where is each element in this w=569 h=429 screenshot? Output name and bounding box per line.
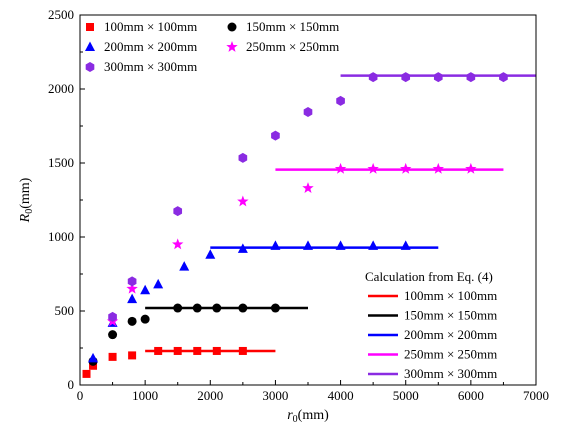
legend-calc-label-150mm-150mm: 150mm × 150mm (404, 308, 497, 323)
x-tick-label-2000: 2000 (197, 388, 223, 403)
legend-marker-300mm-300mm (85, 62, 95, 72)
legend-calc-title: Calculation from Eq. (4) (365, 269, 493, 284)
point-200mm-200mm-9 (303, 240, 313, 250)
point-250mm-250mm-8 (432, 162, 444, 174)
point-250mm-250mm-5 (334, 162, 347, 174)
y-tick-label-1500: 1500 (48, 155, 74, 170)
point-300mm-300mm-8 (401, 72, 411, 83)
point-200mm-200mm-8 (270, 240, 281, 250)
point-100mm-100mm-6 (193, 346, 202, 355)
x-tick-label-0: 0 (77, 388, 84, 403)
point-200mm-200mm-11 (368, 240, 379, 250)
legend-calc-label-250mm-250mm: 250mm × 250mm (404, 347, 497, 362)
point-250mm-250mm-9 (465, 162, 477, 174)
point-300mm-300mm-9 (433, 72, 443, 83)
point-100mm-100mm-5 (173, 346, 182, 355)
y-axis-title: R0(mm) (18, 177, 35, 223)
point-200mm-200mm-7 (237, 243, 248, 253)
point-200mm-200mm-5 (179, 261, 190, 271)
x-tick-label-5000: 5000 (393, 388, 419, 403)
legend-label-250mm-250mm: 250mm × 250mm (246, 39, 339, 54)
point-300mm-300mm-5 (303, 106, 313, 117)
point-100mm-100mm-8 (238, 346, 247, 355)
axes: 0 1000 2000 3000 4000 5000 6000 7000 0 500 1000 150… (48, 7, 549, 403)
y-tick-label-2500: 2500 (48, 7, 74, 22)
legend-calculation: Calculation from Eq. (4) 100mm × 100mm 150… (365, 269, 497, 381)
point-250mm-250mm-3 (237, 195, 249, 207)
legend-calc-label-200mm-200mm: 200mm × 200mm (404, 327, 497, 342)
point-300mm-300mm-6 (336, 95, 345, 106)
point-300mm-300mm-2 (173, 206, 183, 217)
plot-marks (82, 72, 536, 378)
point-300mm-300mm-7 (368, 72, 378, 83)
point-200mm-200mm-10 (335, 240, 346, 250)
point-200mm-200mm-2 (127, 293, 138, 304)
x-tick-label-7000: 7000 (523, 388, 549, 403)
legend-calc-label-100mm-100mm: 100mm × 100mm (404, 288, 497, 303)
point-150mm-150mm-7 (238, 303, 248, 313)
point-300mm-300mm-0 (108, 311, 117, 322)
legend-marker-250mm-250mm (226, 41, 238, 52)
point-200mm-200mm-6 (205, 249, 216, 259)
point-100mm-100mm-3 (128, 351, 137, 360)
x-axis-title: r0(mm) (287, 408, 329, 425)
point-200mm-200mm-12 (400, 240, 411, 250)
point-250mm-250mm-4 (302, 182, 314, 194)
point-100mm-100mm-0 (82, 369, 91, 378)
legend-label-150mm-150mm: 150mm × 150mm (246, 19, 339, 34)
x-tick-label-4000: 4000 (328, 388, 354, 403)
point-300mm-300mm-4 (271, 130, 280, 141)
legend-marker-100mm-100mm (86, 23, 94, 31)
legend-label-200mm-200mm: 200mm × 200mm (104, 39, 197, 54)
point-200mm-200mm-4 (153, 278, 164, 289)
y-tick-label-2000: 2000 (48, 81, 74, 96)
x-tick-label-6000: 6000 (458, 388, 484, 403)
point-150mm-150mm-5 (192, 303, 202, 313)
point-300mm-300mm-1 (127, 276, 137, 287)
legend-label-300mm-300mm: 300mm × 300mm (104, 59, 197, 74)
legend-marker-150mm-150mm (227, 22, 237, 32)
point-300mm-300mm-3 (238, 152, 248, 163)
point-100mm-100mm-2 (108, 352, 117, 361)
point-150mm-150mm-4 (173, 303, 183, 313)
y-tick-label-1000: 1000 (48, 229, 74, 244)
point-150mm-150mm-8 (270, 303, 280, 313)
point-300mm-300mm-11 (499, 72, 508, 83)
point-250mm-250mm-6 (367, 162, 379, 174)
y-tick-label-0: 0 (68, 377, 75, 392)
point-150mm-150mm-1 (108, 330, 118, 340)
point-250mm-250mm-2 (172, 238, 184, 250)
legend-label-100mm-100mm: 100mm × 100mm (104, 19, 197, 34)
point-250mm-250mm-1 (126, 282, 138, 294)
x-tick-label-3000: 3000 (262, 388, 288, 403)
point-300mm-300mm-10 (466, 72, 476, 83)
point-100mm-100mm-7 (212, 346, 221, 355)
point-150mm-150mm-2 (127, 316, 137, 326)
point-200mm-200mm-0 (88, 352, 99, 363)
point-150mm-150mm-3 (140, 314, 150, 324)
point-150mm-150mm-6 (212, 303, 222, 313)
point-200mm-200mm-3 (140, 284, 151, 295)
x-tick-label-1000: 1000 (132, 388, 158, 403)
legend-calc-label-300mm-300mm: 300mm × 300mm (404, 366, 497, 381)
point-250mm-250mm-7 (400, 162, 412, 174)
legend-marker-200mm-200mm (85, 41, 95, 51)
y-tick-label-500: 500 (55, 303, 75, 318)
point-100mm-100mm-4 (154, 346, 163, 355)
legend-experimental: 100mm × 100mm 150mm × 150mm 200mm × 200mm 2… (85, 19, 339, 74)
